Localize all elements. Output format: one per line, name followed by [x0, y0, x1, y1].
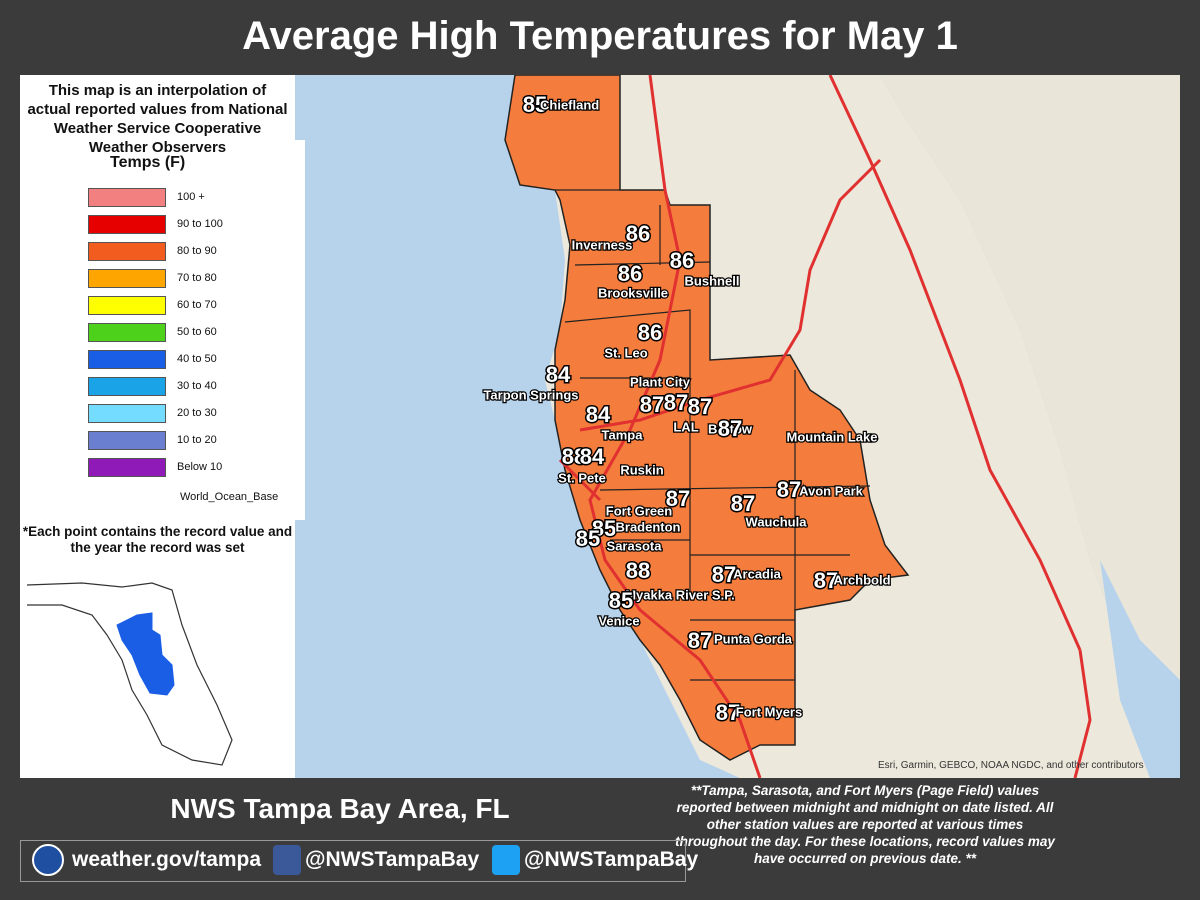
- station-name: Inverness: [572, 237, 633, 252]
- legend-swatch: [88, 458, 166, 477]
- station-name: Wauchula: [746, 514, 808, 529]
- station-name: Tampa: [602, 427, 644, 442]
- station-name: Bushnell: [685, 273, 740, 288]
- station-name: Archbold: [833, 572, 890, 587]
- station-value: 87: [664, 390, 688, 415]
- map-note: This map is an interpolation of actual r…: [27, 82, 288, 156]
- legend-swatch: [88, 431, 166, 450]
- legend-swatch: [88, 404, 166, 423]
- station-value: 88: [626, 558, 650, 583]
- station-value: 88: [562, 444, 586, 469]
- station-value: 87: [712, 562, 736, 587]
- inset-map: [26, 582, 233, 766]
- water: [1100, 560, 1180, 778]
- legend-label: 40 to 50: [177, 353, 217, 365]
- station-name: Bradenton: [616, 519, 681, 534]
- legend-swatch: [88, 323, 166, 342]
- link-icons: [32, 844, 520, 876]
- attribution: Esri, Garmin, GEBCO, NOAA NGDC, and othe…: [878, 760, 1144, 771]
- station-name: Sarasota: [607, 538, 663, 553]
- station-value: 86: [626, 221, 650, 246]
- twitter-link[interactable]: @NWSTampaBay: [524, 848, 699, 871]
- legend-label: 10 to 20: [177, 434, 217, 446]
- facebook-link[interactable]: @NWSTampaBay: [305, 848, 480, 871]
- land: [880, 75, 1180, 690]
- station-value: 85: [609, 588, 633, 613]
- station-name: Plant City: [630, 374, 691, 389]
- station-value: 84: [546, 362, 571, 387]
- legend-swatch: [88, 242, 166, 261]
- legend-swatch: [88, 269, 166, 288]
- legend-label: 20 to 30: [177, 407, 217, 419]
- legend-swatch: [88, 350, 166, 369]
- temperature-region: [504, 75, 910, 761]
- station-name: St. Leo: [604, 345, 647, 360]
- station-name: Myakka River S.P.: [625, 587, 735, 602]
- station-name: Venice: [598, 613, 639, 628]
- station-name: Chiefland: [540, 97, 599, 112]
- station-name: Fort Myers: [736, 704, 802, 719]
- station-value: 87: [718, 416, 742, 441]
- legend-swatch: [88, 215, 166, 234]
- legend-label: 30 to 40: [177, 380, 217, 392]
- footer-note: **Tampa, Sarasota, and Fort Myers (Page …: [675, 783, 1055, 866]
- legend-swatch: [88, 377, 166, 396]
- station-value: 85: [576, 526, 600, 551]
- station-value: 85: [592, 516, 616, 541]
- legend-label: 70 to 80: [177, 272, 217, 284]
- road: [1073, 649, 1092, 778]
- roads: [558, 75, 1082, 778]
- station-name: LAL: [673, 419, 698, 434]
- legend-label: 50 to 60: [177, 326, 217, 338]
- station-value: 87: [688, 628, 712, 653]
- legend-label: 80 to 90: [177, 245, 217, 257]
- station-name: Tarpon Springs: [483, 387, 578, 402]
- station-value: 84: [586, 402, 611, 427]
- station-value: 87: [688, 394, 712, 419]
- station-value: 87: [666, 486, 690, 511]
- station-name: Brooksville: [598, 285, 668, 300]
- station-name: Avon Park: [799, 483, 864, 498]
- station-value: 87: [716, 700, 740, 725]
- station-value: 87: [731, 491, 755, 516]
- station-value: 86: [638, 320, 662, 345]
- station-value: 86: [618, 261, 642, 286]
- legend-label: 100 +: [177, 191, 205, 203]
- legend-label: 60 to 70: [177, 299, 217, 311]
- station-value: 84: [580, 444, 605, 469]
- legend-title: Temps (F): [110, 154, 186, 171]
- station-name: Fort Green: [606, 503, 673, 518]
- station-value: 85: [523, 92, 547, 117]
- legend-swatch: [88, 188, 166, 207]
- legend-source: World_Ocean_Base: [180, 491, 279, 503]
- office-name: NWS Tampa Bay Area, FL: [170, 793, 510, 824]
- point-note: *Each point contains the record value an…: [22, 524, 293, 555]
- station-name: St. Pete: [558, 470, 606, 485]
- station-value: 87: [814, 568, 838, 593]
- website-link[interactable]: weather.gov/tampa: [72, 848, 262, 871]
- legend-label: Below 10: [177, 461, 223, 473]
- station-name: Bartow: [708, 421, 753, 436]
- station-name: Arcadia: [733, 566, 781, 581]
- legend-label: 90 to 100: [177, 218, 223, 230]
- station-name: Ruskin: [620, 462, 663, 477]
- station-value: 86: [670, 248, 694, 273]
- link-bar: [20, 840, 686, 882]
- map: 85Chiefland86Inverness86Bushnell86Brooks…: [295, 75, 1180, 778]
- station-name: Punta Gorda: [714, 631, 793, 646]
- station-name: Mountain Lake: [786, 429, 877, 444]
- legend-swatch: [88, 296, 166, 315]
- county-lines: [555, 189, 871, 681]
- title: Average High Temperatures for May 1: [242, 14, 958, 58]
- station-value: 87: [777, 477, 801, 502]
- station-value: 87: [640, 392, 664, 417]
